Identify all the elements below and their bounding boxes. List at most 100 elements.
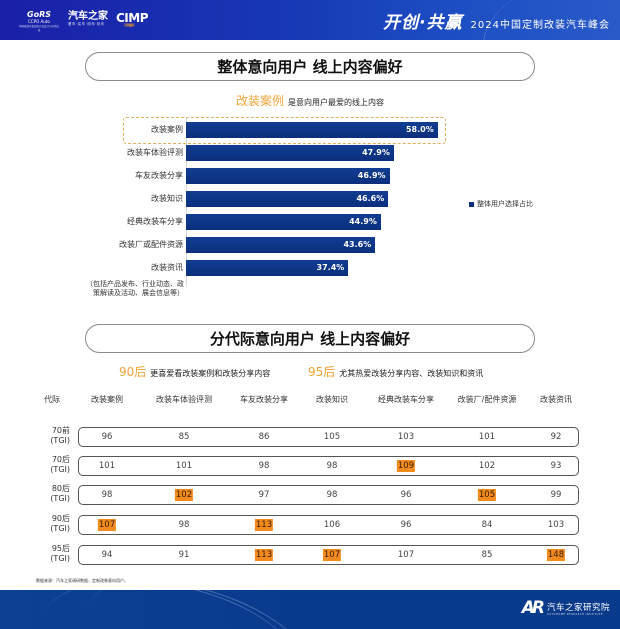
bar-row: 改装资讯 37.4% xyxy=(0,260,620,276)
cimp-logo: CIMP 万邦国际 xyxy=(116,11,149,27)
tgi-value: 97 xyxy=(258,490,270,500)
tgi-value: 85 xyxy=(178,432,190,442)
generation-label: 70前 (TGI) xyxy=(50,426,70,445)
tgi-value-highlighted: 109 xyxy=(396,460,416,472)
tgi-value: 96 xyxy=(400,520,412,530)
tgi-value: 96 xyxy=(101,432,113,442)
legend-label: 整体用户选择占比 xyxy=(477,200,533,208)
bar: 58.0% xyxy=(186,122,438,138)
bar: 46.6% xyxy=(186,191,389,207)
section1-title: 整体意向用户 线上内容偏好 xyxy=(85,52,535,81)
section1-subtitle: 改装案例 是意向用户最爱的线上内容 xyxy=(235,94,384,108)
bar: 43.6% xyxy=(186,237,376,253)
tgi-value: 101 xyxy=(175,461,193,471)
event-name: 2024中国定制改装汽车峰会 xyxy=(470,20,610,31)
column-header: 改装车体验评测 xyxy=(156,395,212,404)
bar-label: 改装厂或配件资源 xyxy=(119,240,183,249)
bar-label: 车友改装分享 xyxy=(135,171,183,180)
tgi-value-highlighted: 113 xyxy=(254,549,274,561)
tgi-value-highlighted: 107 xyxy=(322,549,342,561)
row-frame xyxy=(78,485,579,505)
tgi-value: 105 xyxy=(323,432,341,442)
bar-label: 改装车体验评测 xyxy=(127,148,183,157)
tgi-value: 106 xyxy=(323,520,341,530)
column-header: 改装厂/配件资源 xyxy=(457,395,517,404)
column-header: 改装资讯 xyxy=(540,395,572,404)
table-header: 代际 改装案例 改装车体验评测 车友改装分享 改装知识 经典改装车分享 改装厂/配件资源 改… xyxy=(0,394,620,408)
tgi-value: 84 xyxy=(481,520,493,530)
bar: 37.4% xyxy=(186,260,349,276)
gen90-summary: 90后 更喜爱看改装案例和改装分享内容 xyxy=(119,365,271,379)
tgi-value: 98 xyxy=(258,461,270,471)
tgi-value: 98 xyxy=(178,520,190,530)
tgi-value-highlighted: 113 xyxy=(254,519,274,531)
bar-label: 改装资讯 xyxy=(151,263,183,272)
tgi-value: 94 xyxy=(101,550,113,560)
table-row: 70前 (TGI) 96 85 86 105 103 101 92 xyxy=(0,426,620,449)
bar-label: 经典改装车分享 xyxy=(127,217,183,226)
bar: 46.9% xyxy=(186,168,390,184)
bar: 44.9% xyxy=(186,214,381,230)
tgi-value: 101 xyxy=(478,432,496,442)
bar-row: 经典改装车分享 44.9% xyxy=(0,214,620,230)
bar: 47.9% xyxy=(186,145,394,161)
column-header: 车友改装分享 xyxy=(240,395,288,404)
event-slogan: 开创·共赢 xyxy=(383,13,463,33)
bar-row: 改装知识 46.6% xyxy=(0,191,620,207)
tgi-value: 107 xyxy=(397,550,415,560)
row-frame xyxy=(78,515,579,535)
tgi-value-highlighted: 148 xyxy=(546,549,566,561)
subtitle-highlight: 改装案例 xyxy=(235,94,284,108)
tgi-value: 93 xyxy=(550,461,562,471)
tgi-value: 99 xyxy=(550,490,562,500)
row-frame xyxy=(78,545,579,565)
column-header: 改装知识 xyxy=(316,395,348,404)
tgi-value: 86 xyxy=(258,432,270,442)
highlight-box xyxy=(123,117,446,144)
tgi-value-highlighted: 107 xyxy=(97,519,117,531)
decorative-arc xyxy=(68,590,332,629)
tgi-value: 91 xyxy=(178,550,190,560)
tgi-value: 98 xyxy=(326,461,338,471)
tgi-value-highlighted: 105 xyxy=(477,489,497,501)
tgi-value: 103 xyxy=(547,520,565,530)
chart-legend: 整体用户选择占比 xyxy=(469,199,533,209)
bar-row: 车友改装分享 46.9% xyxy=(0,168,620,184)
tgi-value: 102 xyxy=(478,461,496,471)
column-header: 改装案例 xyxy=(91,395,123,404)
tgi-value: 103 xyxy=(397,432,415,442)
event-title: 开创·共赢 2024中国定制改装汽车峰会 xyxy=(383,8,610,33)
bar-row: 改装车体验评测 47.9% xyxy=(0,145,620,161)
gors-logo: GoRS CCPO Auto 中国改装车及周边产品设计与应用交流 xyxy=(18,10,59,32)
column-header: 经典改装车分享 xyxy=(378,395,434,404)
bar-row: 改装厂或配件资源 43.6% xyxy=(0,237,620,253)
bar-label: 改装案例 xyxy=(151,125,183,134)
footer-banner: AR 汽车之家研究院 AUTOHOME RESEARCH INSTITUTE xyxy=(0,590,620,629)
tgi-value-highlighted: 102 xyxy=(174,489,194,501)
row-frame xyxy=(78,456,579,476)
row-header-label: 代际 xyxy=(44,395,60,404)
tgi-value: 101 xyxy=(98,461,116,471)
table-row: 95后 (TGI) 94 91 113 107 107 85 148 xyxy=(0,544,620,567)
bar-row: 改装案例 58.0% xyxy=(0,122,620,138)
tgi-value: 98 xyxy=(326,490,338,500)
category-note: （包括产品发布、行业动态、政策解读及活动、展会信息等） xyxy=(86,280,184,297)
header-banner: GoRS CCPO Auto 中国改装车及周边产品设计与应用交流 汽车之家 看车… xyxy=(0,0,620,40)
bar-label: 改装知识 xyxy=(151,194,183,203)
section2-title: 分代际意向用户 线上内容偏好 xyxy=(85,324,535,353)
generation-label: 95后 (TGI) xyxy=(50,544,70,563)
tgi-value: 98 xyxy=(101,490,113,500)
autohome-research-logo: AR 汽车之家研究院 AUTOHOME RESEARCH INSTITUTE xyxy=(521,598,610,618)
row-frame xyxy=(78,427,579,447)
tgi-value: 85 xyxy=(481,550,493,560)
tgi-value: 92 xyxy=(550,432,562,442)
generation-label: 80后 (TGI) xyxy=(50,484,70,503)
data-source-note: 数据来源：汽车之家调研数据，定制改装意向用户。 xyxy=(36,578,128,583)
table-row: 90后 (TGI) 107 98 113 106 96 84 103 xyxy=(0,514,620,537)
autohome-logo: 汽车之家 看车·买车·用车·玩车 xyxy=(68,11,108,26)
generation-label: 90后 (TGI) xyxy=(50,514,70,533)
legend-swatch xyxy=(469,201,474,207)
table-row: 70后 (TGI) 101 101 98 98 109 102 93 xyxy=(0,455,620,478)
gen95-summary: 95后 尤其热爱改装分享内容、改装知识和资讯 xyxy=(308,365,484,379)
generation-label: 70后 (TGI) xyxy=(50,455,70,474)
